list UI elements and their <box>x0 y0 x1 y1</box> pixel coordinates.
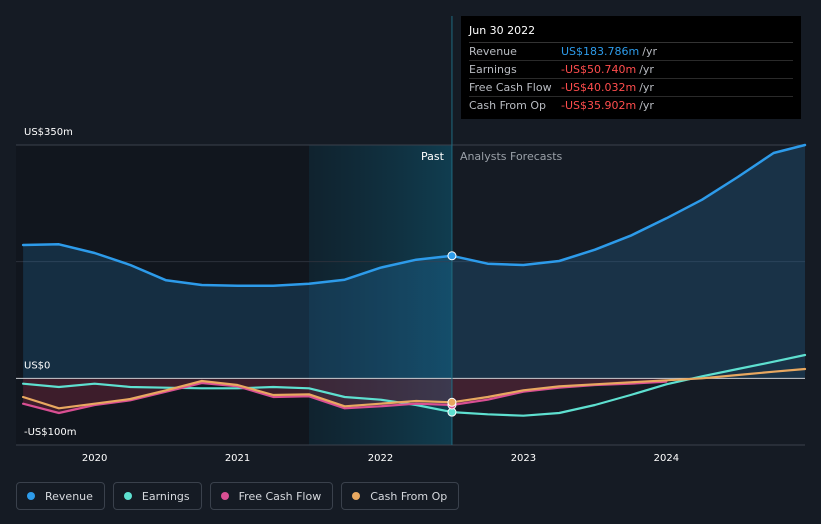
legend-label: Cash From Op <box>370 489 448 503</box>
series-line-earnings <box>22 353 807 417</box>
x-tick-label: 2024 <box>654 453 679 464</box>
tooltip-label: Revenue <box>469 45 517 58</box>
tooltip-label: Earnings <box>469 63 517 76</box>
marker-revenue <box>447 251 457 261</box>
series-line-cash-from-op <box>22 367 807 410</box>
marker-cash-from-op <box>447 397 457 407</box>
legend-dot-icon <box>352 492 361 500</box>
legend-dot-icon <box>27 492 35 500</box>
tooltip-value: -US$50.740m <box>561 63 637 76</box>
tooltip-value: US$183.786m <box>561 45 640 58</box>
tooltip-date: Jun 30 2022 <box>469 24 793 43</box>
legend-dot-icon <box>123 492 132 500</box>
y-axis-label: US$350m <box>24 127 73 138</box>
tooltip-unit: /yr <box>639 81 654 94</box>
tooltip-row-cash-from-op: Cash From Op -US$35.902m /yr <box>469 97 793 114</box>
tooltip-row-free-cash-flow: Free Cash Flow -US$40.032m /yr <box>469 79 793 97</box>
legend-dot-icon <box>220 492 229 500</box>
legend-item-cash-from-op[interactable]: Cash From Op <box>341 482 460 510</box>
forecast-label: Analysts Forecasts <box>460 150 563 163</box>
series-line-free-cash-flow <box>22 380 668 415</box>
revenue-area <box>23 145 806 379</box>
tooltip-row-revenue: Revenue US$183.786m /yr <box>469 43 793 61</box>
x-tick-label: 2022 <box>368 453 393 464</box>
legend-label: Revenue <box>45 489 93 503</box>
tooltip-row-earnings: Earnings -US$50.740m /yr <box>469 61 793 79</box>
y-axis-label: -US$100m <box>24 427 76 438</box>
tooltip: Jun 30 2022 Revenue US$183.786m /yr Earn… <box>461 16 801 119</box>
tooltip-value: -US$40.032m <box>561 81 637 94</box>
y-axis-label: US$0 <box>24 360 50 371</box>
legend-item-revenue[interactable]: Revenue <box>16 482 105 510</box>
tooltip-unit: /yr <box>642 45 657 58</box>
x-tick-label: 2020 <box>82 453 107 464</box>
x-tick-label: 2021 <box>225 453 250 464</box>
legend-label: Free Cash Flow <box>238 489 322 503</box>
legend: Revenue Earnings Free Cash Flow Cash Fro… <box>16 482 460 510</box>
legend-item-earnings[interactable]: Earnings <box>112 482 202 510</box>
series-line-revenue <box>21 143 807 287</box>
x-tick-label: 2023 <box>511 453 536 464</box>
legend-item-free-cash-flow[interactable]: Free Cash Flow <box>209 482 334 510</box>
tooltip-label: Cash From Op <box>469 99 547 112</box>
tooltip-value: -US$35.902m <box>561 99 637 112</box>
past-label: Past <box>421 150 445 163</box>
tooltip-unit: /yr <box>639 63 654 76</box>
legend-label: Earnings <box>141 489 190 503</box>
tooltip-label: Free Cash Flow <box>469 81 552 94</box>
tooltip-unit: /yr <box>639 99 654 112</box>
